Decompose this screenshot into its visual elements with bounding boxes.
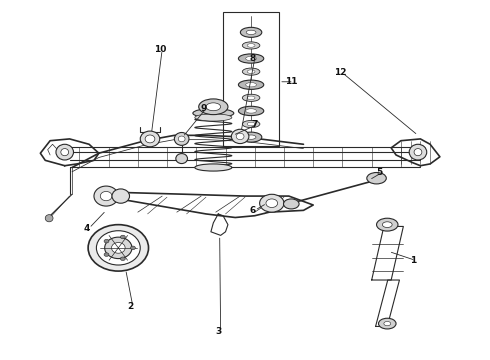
Text: 8: 8 [249,54,255,63]
Ellipse shape [241,27,262,37]
Ellipse shape [367,172,386,184]
Ellipse shape [247,96,255,100]
Ellipse shape [45,215,53,222]
Ellipse shape [241,132,262,142]
Ellipse shape [245,57,256,61]
Ellipse shape [176,154,188,163]
Ellipse shape [121,235,125,239]
Ellipse shape [414,149,422,156]
Ellipse shape [100,192,112,201]
Ellipse shape [56,144,74,160]
Ellipse shape [88,225,148,271]
Ellipse shape [195,164,232,171]
Ellipse shape [105,237,132,258]
Ellipse shape [245,109,256,113]
Ellipse shape [246,30,256,35]
Ellipse shape [260,194,284,212]
Ellipse shape [247,44,255,47]
Ellipse shape [94,186,118,206]
Text: 12: 12 [334,68,346,77]
Ellipse shape [247,70,255,73]
Text: 9: 9 [200,104,207,113]
Text: 11: 11 [285,77,297,86]
Ellipse shape [130,246,135,249]
Ellipse shape [239,106,264,116]
Ellipse shape [193,109,234,118]
Ellipse shape [243,42,260,49]
Text: 10: 10 [153,45,166,54]
Ellipse shape [243,68,260,75]
Ellipse shape [376,218,398,231]
Ellipse shape [199,99,228,114]
Ellipse shape [121,257,125,261]
Ellipse shape [178,136,185,142]
Ellipse shape [195,114,232,121]
Bar [223,12,279,146]
Text: 4: 4 [83,224,90,233]
Ellipse shape [61,149,69,156]
Ellipse shape [145,135,155,143]
Text: 7: 7 [251,120,258,129]
Ellipse shape [112,243,125,253]
Ellipse shape [382,222,392,228]
Text: 3: 3 [215,327,221,336]
Ellipse shape [231,129,249,144]
Ellipse shape [245,82,256,87]
Ellipse shape [243,94,260,102]
Ellipse shape [409,144,427,160]
Text: 1: 1 [410,256,416,265]
Ellipse shape [97,231,140,265]
Ellipse shape [140,131,160,147]
Ellipse shape [236,133,244,140]
Ellipse shape [266,199,278,207]
Ellipse shape [239,80,264,89]
Ellipse shape [243,121,260,127]
Ellipse shape [112,189,129,203]
Ellipse shape [104,239,109,243]
Text: 6: 6 [249,206,255,215]
Text: 5: 5 [376,168,382,177]
Text: 2: 2 [127,302,134,311]
Ellipse shape [384,321,391,326]
Ellipse shape [247,122,255,126]
Ellipse shape [104,253,109,256]
Ellipse shape [284,199,299,209]
Ellipse shape [239,54,264,63]
Ellipse shape [246,135,256,139]
Ellipse shape [206,103,220,111]
Ellipse shape [378,318,396,329]
Ellipse shape [174,132,189,145]
